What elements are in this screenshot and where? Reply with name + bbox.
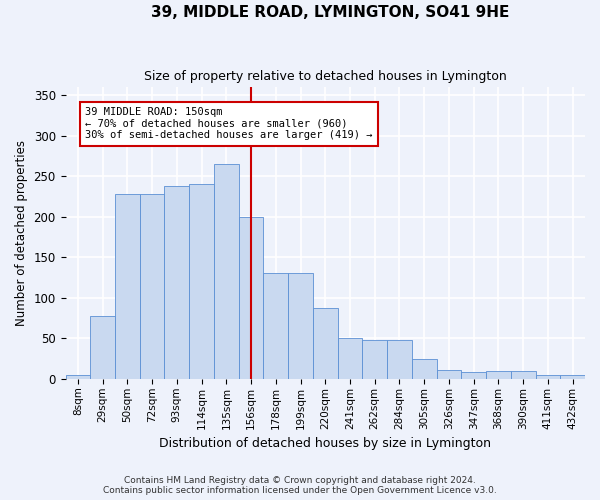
Bar [486,371,511,379]
Bar [140,194,164,379]
Bar [263,274,288,379]
Bar [214,164,239,379]
Bar [560,375,585,379]
Bar [65,375,90,379]
Text: 39 MIDDLE ROAD: 150sqm
← 70% of detached houses are smaller (960)
30% of semi-de: 39 MIDDLE ROAD: 150sqm ← 70% of detached… [85,107,373,140]
Bar [189,184,214,379]
X-axis label: Distribution of detached houses by size in Lymington: Distribution of detached houses by size … [159,437,491,450]
Bar [164,186,189,379]
Bar [437,370,461,379]
Text: 39, MIDDLE ROAD, LYMINGTON, SO41 9HE: 39, MIDDLE ROAD, LYMINGTON, SO41 9HE [151,5,509,20]
Text: Contains HM Land Registry data © Crown copyright and database right 2024.
Contai: Contains HM Land Registry data © Crown c… [103,476,497,495]
Bar [511,371,536,379]
Bar [536,375,560,379]
Bar [90,316,115,379]
Bar [338,338,362,379]
Bar [288,274,313,379]
Bar [313,308,338,379]
Bar [412,360,437,379]
Title: Size of property relative to detached houses in Lymington: Size of property relative to detached ho… [144,70,506,83]
Bar [461,372,486,379]
Bar [239,216,263,379]
Bar [362,340,387,379]
Y-axis label: Number of detached properties: Number of detached properties [15,140,28,326]
Bar [387,340,412,379]
Bar [115,194,140,379]
